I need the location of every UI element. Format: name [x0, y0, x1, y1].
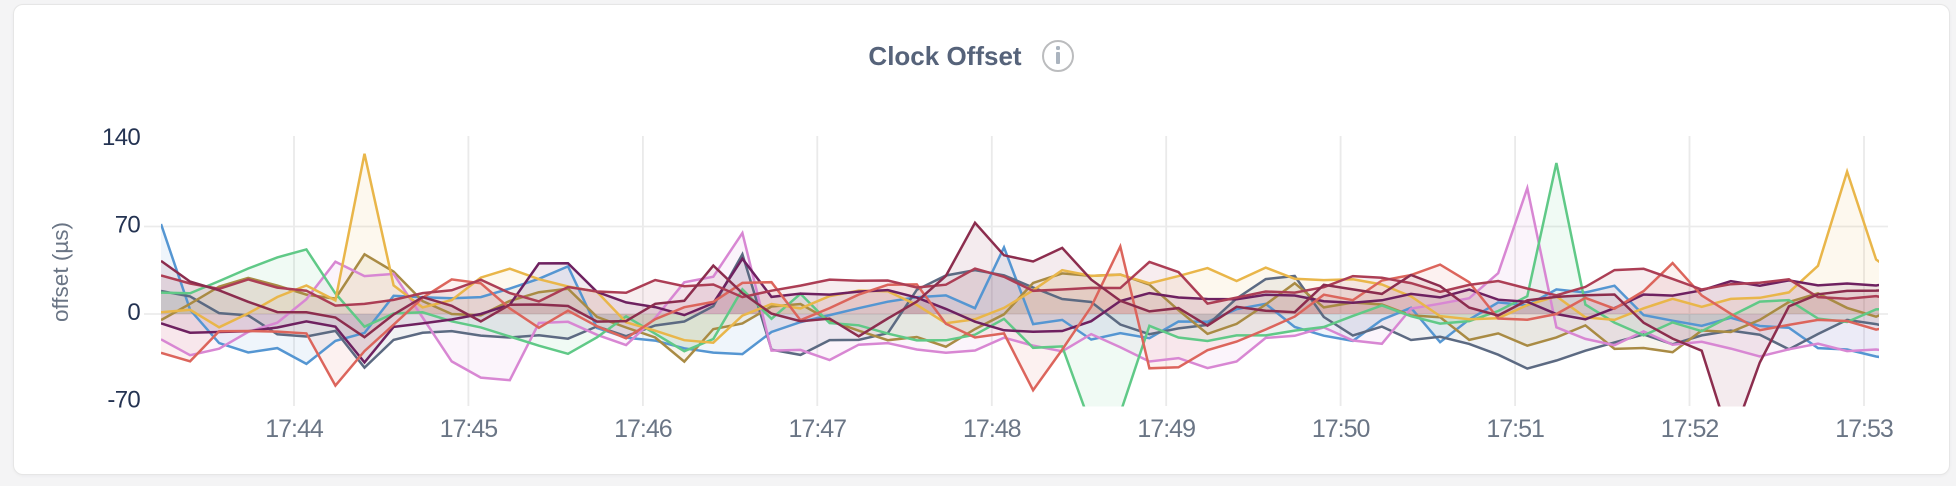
- svg-text:17:50: 17:50: [1312, 415, 1370, 443]
- svg-text:17:45: 17:45: [440, 415, 498, 443]
- svg-text:17:48: 17:48: [963, 415, 1021, 443]
- svg-text:17:47: 17:47: [789, 415, 847, 443]
- svg-text:17:53: 17:53: [1835, 415, 1893, 443]
- svg-text:offset (µs): offset (µs): [48, 222, 73, 322]
- svg-text:17:46: 17:46: [614, 415, 672, 443]
- svg-text:-70: -70: [107, 387, 140, 414]
- svg-text:17:49: 17:49: [1137, 415, 1195, 443]
- svg-text:70: 70: [115, 212, 141, 239]
- svg-text:140: 140: [102, 124, 140, 151]
- svg-text:17:44: 17:44: [265, 415, 324, 443]
- svg-text:17:52: 17:52: [1661, 415, 1719, 443]
- svg-text:17:51: 17:51: [1486, 415, 1544, 443]
- svg-text:0: 0: [127, 299, 140, 326]
